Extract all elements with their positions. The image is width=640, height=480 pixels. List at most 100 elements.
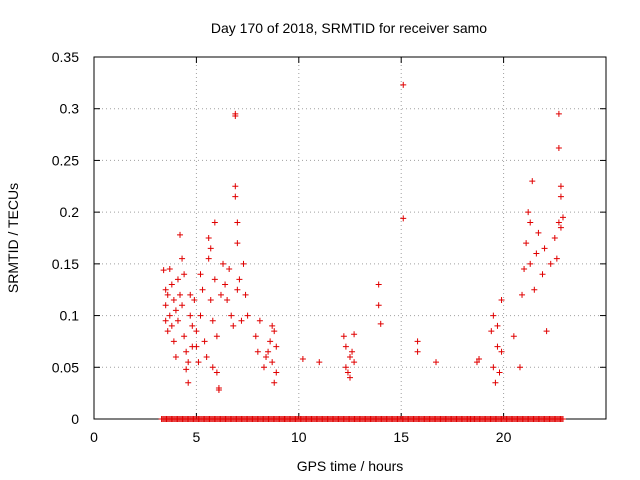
data-point	[252, 333, 259, 340]
data-point	[342, 343, 349, 350]
data-point	[211, 219, 218, 226]
y-tick-label: 0	[71, 411, 79, 427]
data-point	[265, 348, 272, 355]
data-point	[543, 328, 550, 335]
data-point	[193, 343, 200, 350]
data-point	[207, 297, 214, 304]
data-point	[414, 338, 421, 345]
data-point	[299, 356, 306, 363]
data-point	[516, 364, 523, 371]
data-point	[177, 231, 184, 238]
x-axis-label: GPS time / hours	[297, 458, 404, 474]
data-point	[226, 266, 233, 273]
data-point	[205, 235, 212, 241]
data-point	[207, 245, 214, 252]
data-points	[158, 81, 566, 422]
data-point	[166, 266, 173, 273]
y-axis: 0 0.05 0.1 0.15 0.2 0.25 0.3 0.35	[52, 49, 606, 427]
zero-data-point	[559, 416, 566, 422]
data-point	[220, 260, 227, 267]
data-point	[181, 271, 188, 278]
data-point	[232, 112, 239, 119]
y-tick-label: 0.1	[60, 308, 80, 324]
data-point	[201, 338, 208, 345]
data-point	[473, 359, 480, 366]
data-point	[521, 266, 528, 273]
data-point	[539, 271, 546, 278]
data-point	[238, 317, 245, 324]
data-point	[162, 286, 169, 293]
data-point	[170, 297, 177, 304]
data-point	[191, 297, 198, 304]
data-point	[230, 322, 237, 329]
data-point	[267, 338, 274, 345]
data-point	[234, 286, 241, 293]
data-point	[172, 307, 179, 314]
data-point	[179, 302, 186, 309]
data-point	[496, 369, 503, 376]
data-point	[273, 369, 280, 376]
data-point	[164, 291, 171, 298]
data-point	[224, 297, 231, 304]
data-point	[494, 343, 501, 350]
data-point	[168, 322, 175, 329]
data-point	[195, 359, 202, 366]
y-axis-label: SRMTID / TECUs	[5, 183, 21, 293]
y-tick-label: 0.25	[52, 152, 79, 168]
data-point	[559, 214, 566, 221]
data-point	[162, 302, 169, 309]
data-point	[222, 281, 229, 288]
data-point	[174, 276, 181, 283]
data-point	[529, 178, 536, 185]
data-point	[168, 281, 175, 288]
data-point	[172, 353, 179, 360]
data-point	[170, 338, 177, 345]
data-point	[533, 250, 540, 257]
data-point	[553, 255, 560, 262]
data-point	[244, 312, 251, 319]
data-point	[263, 353, 270, 360]
grid	[94, 57, 606, 419]
data-point	[273, 343, 280, 350]
data-point	[414, 348, 421, 355]
data-point	[535, 229, 542, 236]
data-point	[498, 297, 505, 304]
data-point	[203, 353, 210, 360]
data-point	[209, 317, 216, 324]
x-tick-label: 5	[193, 429, 201, 445]
data-point	[183, 348, 190, 355]
data-point	[494, 322, 501, 329]
data-point	[547, 260, 554, 267]
data-point	[213, 333, 220, 340]
data-point	[476, 356, 483, 363]
plot-frame	[93, 56, 607, 420]
data-point	[347, 374, 353, 381]
data-point	[498, 348, 505, 355]
data-point	[166, 312, 173, 319]
data-point	[349, 348, 356, 355]
data-point	[254, 348, 261, 355]
data-point	[205, 255, 212, 262]
y-tick-label: 0.15	[52, 256, 79, 272]
data-point	[197, 312, 204, 319]
data-point	[523, 240, 530, 247]
y-tick-label: 0.2	[60, 204, 80, 220]
data-point	[490, 312, 497, 319]
data-point	[490, 364, 497, 371]
data-point	[316, 359, 323, 366]
data-point	[164, 328, 171, 335]
data-point	[519, 291, 526, 298]
data-point	[160, 267, 167, 274]
data-point	[510, 333, 517, 340]
data-point	[187, 291, 194, 298]
data-point	[217, 291, 224, 298]
data-point	[197, 271, 204, 278]
data-point	[209, 364, 216, 371]
x-tick-label: 15	[393, 429, 409, 445]
data-point	[215, 387, 222, 394]
data-point	[199, 286, 206, 293]
data-point	[183, 366, 190, 373]
data-point	[555, 110, 562, 117]
x-axis: 0 5 10 15 20	[90, 57, 512, 445]
